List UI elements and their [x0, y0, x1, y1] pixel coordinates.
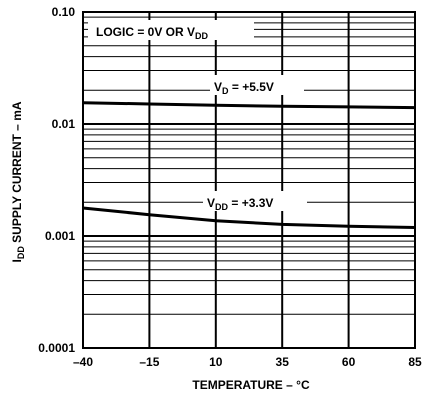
logic-annotation-box — [88, 20, 254, 40]
grid-layer — [82, 11, 416, 349]
series-label-bg-1 — [203, 191, 307, 211]
series-line-1 — [82, 206, 416, 229]
series-label-1-main: V — [207, 196, 215, 210]
plot-frame — [82, 11, 416, 349]
series-label-0-sub: D — [222, 86, 229, 96]
series-labels: VD = +5.5V VDD = +3.3V — [203, 75, 307, 212]
x-tick-label: –40 — [73, 355, 93, 369]
logic-annotation-subscript: DD — [195, 31, 208, 41]
svg-text:LOGIC = 0V OR VDD: LOGIC = 0V OR VDD — [96, 25, 209, 41]
series-label-bg-0 — [210, 75, 304, 95]
y-tick-label: 0.0001 — [38, 341, 75, 355]
series-label-0-rest: = +5.5V — [229, 80, 274, 94]
x-tick-label: 85 — [408, 355, 422, 369]
svg-text:VD = +5.5V: VD = +5.5V — [214, 80, 274, 96]
series-label-1-rest: = +3.3V — [228, 196, 273, 210]
x-tick-label: 60 — [342, 355, 356, 369]
y-axis-title-rest: SUPPLY CURRENT – mA — [10, 101, 24, 246]
series-label-0-main: V — [214, 80, 222, 94]
y-axis-title-main: I — [10, 259, 24, 262]
x-tick-label: 35 — [276, 355, 290, 369]
y-tick-label: 0.001 — [45, 229, 75, 243]
y-tick-label: 0.10 — [52, 5, 76, 19]
logic-annotation: LOGIC = 0V OR VDD — [88, 20, 254, 41]
y-axis-title-sub: DD — [16, 246, 26, 259]
y-tick-label: 0.01 — [52, 117, 76, 131]
x-tick-label: –15 — [139, 355, 159, 369]
x-tick-label: 10 — [209, 355, 223, 369]
tick-labels: –40 –15 10 35 60 85 0.0001 0.001 0.01 0.10 — [38, 5, 422, 369]
x-axis-title: TEMPERATURE – °C — [192, 378, 310, 392]
logic-annotation-text: LOGIC = 0V OR V — [96, 25, 195, 39]
y-axis-title: IDD SUPPLY CURRENT – mA — [10, 101, 26, 262]
series-line-0 — [82, 101, 416, 110]
svg-text:VDD = +3.3V: VDD = +3.3V — [207, 196, 273, 212]
series-layer — [82, 101, 416, 229]
series-label-1-sub: DD — [215, 202, 228, 212]
